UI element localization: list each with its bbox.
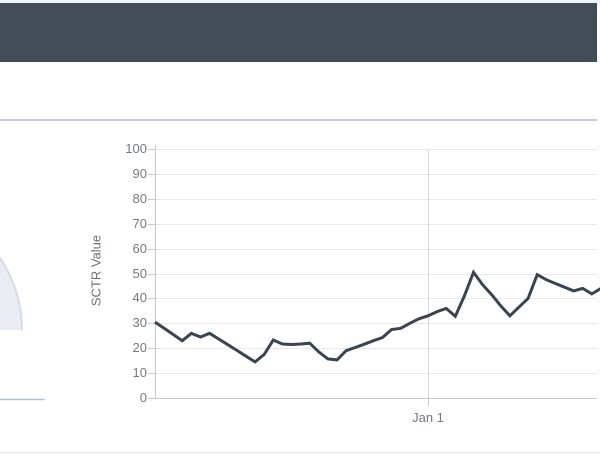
y-tick-label: 20	[132, 340, 147, 356]
y-tick-label: 0	[139, 390, 147, 405]
content-panel	[0, 62, 600, 458]
y-tick-label: 10	[132, 365, 147, 381]
top-strip	[0, 0, 600, 3]
divider-bottom	[0, 452, 600, 453]
y-tick-label: 40	[132, 290, 147, 306]
x-tick-label: Jan 1	[412, 410, 444, 425]
y-tick-label: 70	[132, 215, 147, 231]
header-bar	[0, 3, 597, 62]
y-tick-label: 80	[132, 190, 147, 206]
y-tick-label: 60	[132, 240, 147, 256]
y-tick-label: 30	[132, 315, 147, 331]
y-tick-label: 100	[125, 141, 147, 156]
divider-top	[0, 119, 597, 121]
y-tick-label: 50	[132, 265, 147, 281]
y-tick-label: 90	[132, 165, 147, 181]
